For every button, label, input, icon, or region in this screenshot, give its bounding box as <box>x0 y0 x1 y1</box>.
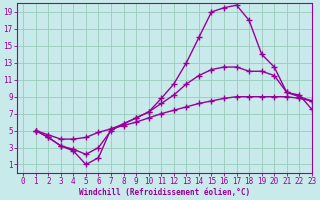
X-axis label: Windchill (Refroidissement éolien,°C): Windchill (Refroidissement éolien,°C) <box>79 188 250 197</box>
